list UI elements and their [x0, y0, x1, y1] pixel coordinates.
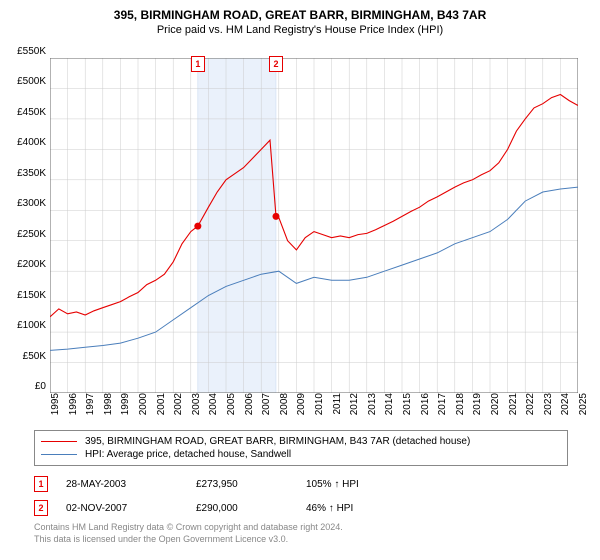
- x-tick-label: 2023: [543, 393, 554, 415]
- sale-marker-1: 1: [34, 476, 48, 492]
- x-tick-label: 2003: [191, 393, 202, 415]
- x-tick-label: 2006: [244, 393, 255, 415]
- y-tick-label: £350K: [2, 168, 46, 179]
- footer-attribution: Contains HM Land Registry data © Crown c…: [34, 522, 343, 545]
- footer-line-2: This data is licensed under the Open Gov…: [34, 534, 343, 546]
- x-tick-label: 2008: [279, 393, 290, 415]
- x-tick-label: 2005: [226, 393, 237, 415]
- x-tick-label: 2021: [508, 393, 519, 415]
- x-tick-label: 1998: [103, 393, 114, 415]
- x-tick-label: 2017: [437, 393, 448, 415]
- x-axis-labels: 1995 1996 1997 1998 1999 2000 2001 2002 2003 2004…: [50, 393, 578, 421]
- x-tick-label: 2004: [208, 393, 219, 415]
- y-tick-label: £0: [2, 381, 46, 392]
- x-tick-label: 2001: [156, 393, 167, 415]
- legend-box: 395, BIRMINGHAM ROAD, GREAT BARR, BIRMIN…: [34, 430, 568, 466]
- chart-plot-area: £0£50K£100K£150K£200K£250K£300K£350K£400…: [50, 58, 578, 393]
- x-tick-label: 2025: [578, 393, 589, 415]
- chart-svg: [50, 58, 578, 393]
- chart-marker-box: 2: [269, 56, 283, 72]
- chart-subtitle: Price paid vs. HM Land Registry's House …: [0, 22, 600, 36]
- chart-container: 395, BIRMINGHAM ROAD, GREAT BARR, BIRMIN…: [0, 0, 600, 560]
- legend-row-hpi: HPI: Average price, detached house, Sand…: [41, 448, 561, 461]
- x-tick-label: 2024: [560, 393, 571, 415]
- x-tick-label: 1997: [85, 393, 96, 415]
- y-tick-label: £450K: [2, 107, 46, 118]
- x-tick-label: 2009: [296, 393, 307, 415]
- sale-date: 02-NOV-2007: [66, 503, 196, 514]
- sale-row: 2 02-NOV-2007 £290,000 46% ↑ HPI: [34, 496, 568, 520]
- x-tick-label: 1995: [50, 393, 61, 415]
- y-tick-label: £400K: [2, 137, 46, 148]
- x-tick-label: 2011: [332, 393, 343, 415]
- x-tick-label: 2002: [173, 393, 184, 415]
- y-tick-label: £200K: [2, 259, 46, 270]
- sale-pct: 105% ↑ HPI: [306, 479, 426, 490]
- y-tick-label: £550K: [2, 46, 46, 57]
- x-tick-label: 2015: [402, 393, 413, 415]
- x-tick-label: 1996: [68, 393, 79, 415]
- chart-title: 395, BIRMINGHAM ROAD, GREAT BARR, BIRMIN…: [0, 0, 600, 22]
- x-tick-label: 2013: [367, 393, 378, 415]
- y-tick-label: £300K: [2, 198, 46, 209]
- x-tick-label: 2012: [349, 393, 360, 415]
- y-axis-labels: £0 £50K £100K £150K £200K £250K £300K £350K £400…: [2, 52, 46, 399]
- legend-label-hpi: HPI: Average price, detached house, Sand…: [85, 449, 291, 460]
- y-tick-label: £150K: [2, 290, 46, 301]
- sale-price: £273,950: [196, 479, 306, 490]
- legend-row-property: 395, BIRMINGHAM ROAD, GREAT BARR, BIRMIN…: [41, 435, 561, 448]
- x-tick-label: 2007: [261, 393, 272, 415]
- x-tick-label: 2000: [138, 393, 149, 415]
- x-tick-label: 2022: [525, 393, 536, 415]
- chart-marker-box: 1: [191, 56, 205, 72]
- sale-pct: 46% ↑ HPI: [306, 503, 426, 514]
- legend-swatch-hpi: [41, 454, 77, 455]
- sale-price: £290,000: [196, 503, 306, 514]
- footer-line-1: Contains HM Land Registry data © Crown c…: [34, 522, 343, 534]
- y-tick-label: £250K: [2, 229, 46, 240]
- x-tick-label: 2018: [455, 393, 466, 415]
- x-tick-label: 2014: [384, 393, 395, 415]
- y-tick-label: £500K: [2, 76, 46, 87]
- y-tick-label: £50K: [2, 351, 46, 362]
- x-tick-label: 2016: [420, 393, 431, 415]
- sale-date: 28-MAY-2003: [66, 479, 196, 490]
- sale-marker-2: 2: [34, 500, 48, 516]
- x-tick-label: 2019: [472, 393, 483, 415]
- x-tick-label: 2010: [314, 393, 325, 415]
- x-tick-label: 1999: [120, 393, 131, 415]
- y-tick-label: £100K: [2, 320, 46, 331]
- sale-row: 1 28-MAY-2003 £273,950 105% ↑ HPI: [34, 472, 568, 496]
- sales-section: 1 28-MAY-2003 £273,950 105% ↑ HPI 2 02-N…: [34, 472, 568, 520]
- x-tick-label: 2020: [490, 393, 501, 415]
- legend-label-property: 395, BIRMINGHAM ROAD, GREAT BARR, BIRMIN…: [85, 436, 470, 447]
- legend-swatch-property: [41, 441, 77, 442]
